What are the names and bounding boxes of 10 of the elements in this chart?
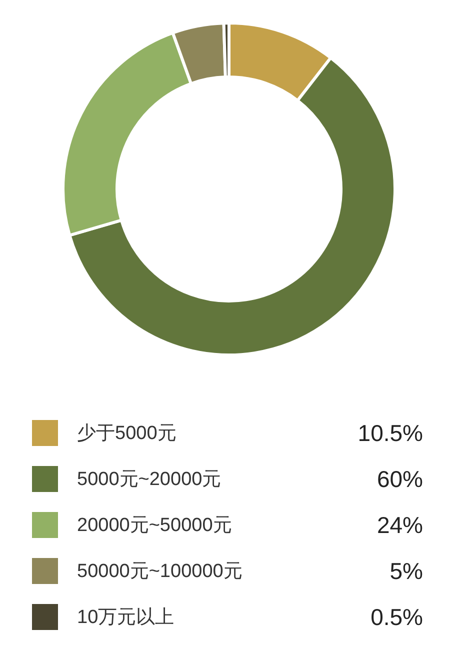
legend-label: 少于5000元 bbox=[77, 422, 176, 446]
legend-label: 50000元~100000元 bbox=[77, 560, 242, 584]
data-label: 5% bbox=[390, 558, 423, 584]
data-label: 10.5% bbox=[358, 420, 423, 446]
legend-label: 20000元~50000元 bbox=[77, 514, 232, 538]
data-label: 0.5% bbox=[370, 604, 423, 630]
legend-label: 10万元以上 bbox=[77, 606, 174, 630]
data-label: 24% bbox=[376, 512, 423, 538]
data-label: 60% bbox=[376, 466, 423, 492]
legend-label: 5000元~20000元 bbox=[77, 468, 222, 492]
